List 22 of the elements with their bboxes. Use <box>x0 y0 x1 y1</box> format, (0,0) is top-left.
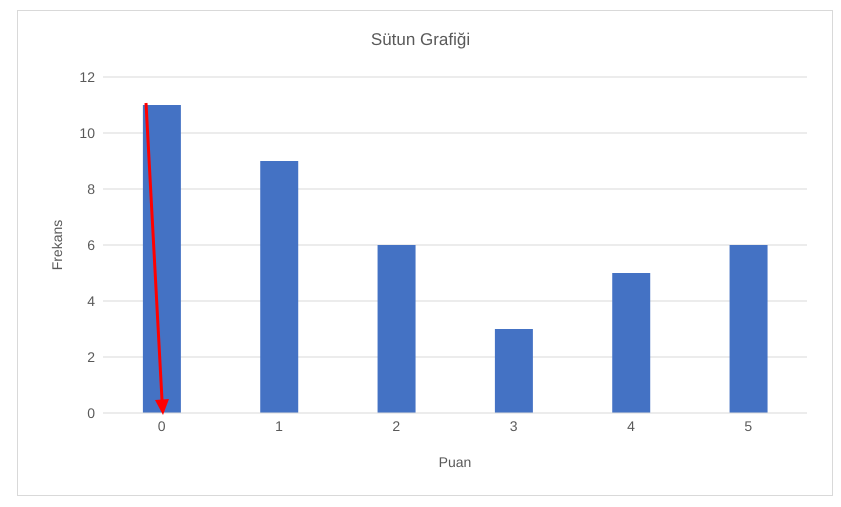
x-tick-label: 0 <box>158 418 166 434</box>
bar <box>378 245 416 413</box>
bar <box>142 105 181 413</box>
y-tick-label: 0 <box>87 404 96 421</box>
x-axis-title: Puan <box>438 454 472 470</box>
x-tick-label: 2 <box>392 418 400 434</box>
bar <box>730 245 768 413</box>
y-axis-title: Frekans <box>49 220 65 270</box>
y-tick-label: 12 <box>79 68 96 85</box>
y-tick-label: 4 <box>87 292 96 309</box>
y-tick-label: 6 <box>87 236 96 253</box>
x-tick-label: 1 <box>275 418 284 434</box>
x-tick-label: 5 <box>744 418 752 434</box>
bar <box>612 273 650 413</box>
x-tick-label: 3 <box>510 418 518 434</box>
chart-title: Sütun Grafiği <box>370 30 472 50</box>
y-tick-label: 2 <box>87 348 96 365</box>
y-tick-label: 10 <box>79 124 96 141</box>
y-tick-label: 8 <box>87 180 96 197</box>
bar <box>260 161 298 413</box>
bar <box>494 329 533 413</box>
x-tick-label: 4 <box>627 418 636 434</box>
